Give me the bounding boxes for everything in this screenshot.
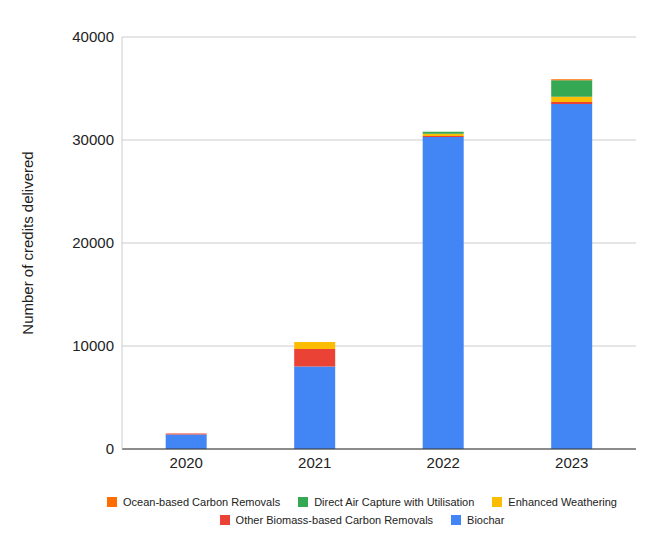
svg-text:2022: 2022 (427, 454, 460, 471)
svg-text:10000: 10000 (72, 337, 114, 354)
svg-text:0: 0 (106, 440, 114, 457)
svg-text:20000: 20000 (72, 234, 114, 251)
svg-text:30000: 30000 (72, 131, 114, 148)
html-text:Direct Air Capture with Utilis: Direct Air Capture with Utilisation (314, 496, 475, 508)
svg-text:2021: 2021 (298, 454, 331, 471)
html-text:Other Biomass-based Carbon Rem: Other Biomass-based Carbon Removals (235, 514, 434, 526)
html-text:Enhanced Weathering: Enhanced Weathering (508, 496, 617, 508)
html-text:Ocean-based Carbon Removals: Ocean-based Carbon Removals (123, 496, 281, 508)
svg-text:2020: 2020 (170, 454, 203, 471)
svg-text:2023: 2023 (555, 454, 588, 471)
svg-text:Number of credits delivered: Number of credits delivered (19, 151, 36, 334)
svg-text:40000: 40000 (72, 28, 114, 45)
html-text:Biochar: Biochar (467, 514, 505, 526)
